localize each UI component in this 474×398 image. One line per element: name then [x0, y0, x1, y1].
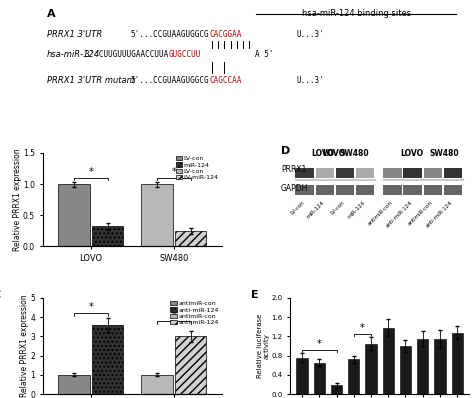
Text: antimiR-con: antimiR-con	[366, 199, 393, 226]
Text: LOVO: LOVO	[322, 149, 346, 158]
Bar	[400, 346, 411, 394]
Text: *: *	[172, 310, 176, 320]
Y-axis label: Relative PRRX1 expression: Relative PRRX1 expression	[12, 148, 21, 251]
Text: hsa-miR-124 binding sites: hsa-miR-124 binding sites	[301, 9, 411, 18]
Text: *: *	[89, 302, 93, 312]
Text: miR-124: miR-124	[306, 199, 326, 219]
Text: SW480: SW480	[429, 149, 459, 158]
Bar	[92, 325, 123, 394]
Bar	[58, 375, 90, 394]
Bar	[424, 185, 442, 195]
Text: LV-con: LV-con	[290, 199, 305, 216]
Bar	[175, 231, 206, 246]
Bar	[316, 185, 334, 195]
Text: antimiR-con: antimiR-con	[407, 199, 434, 226]
Text: *: *	[89, 167, 93, 177]
Bar	[444, 168, 462, 178]
Text: hsa-miR-124: hsa-miR-124	[47, 50, 100, 59]
Text: CACGGAA: CACGGAA	[209, 29, 241, 39]
Bar	[336, 185, 354, 195]
Bar	[295, 168, 314, 178]
Text: PRRX1 3'UTR mutant: PRRX1 3'UTR mutant	[47, 76, 135, 85]
Text: 5'...CCGUAAGUGGCG: 5'...CCGUAAGUGGCG	[130, 29, 209, 39]
Bar	[58, 184, 90, 246]
Bar	[295, 185, 314, 195]
Legend: LV-con, miR-124, LV-con, LV-miR-124: LV-con, miR-124, LV-con, LV-miR-124	[176, 156, 219, 180]
Bar	[452, 333, 463, 394]
Bar	[356, 168, 374, 178]
Bar	[356, 185, 374, 195]
Text: A: A	[47, 9, 55, 19]
Text: D: D	[281, 146, 290, 156]
Text: PRRX1 3'UTR: PRRX1 3'UTR	[47, 29, 102, 39]
Bar	[417, 339, 428, 394]
Text: SW480: SW480	[340, 149, 369, 158]
Bar	[434, 339, 446, 394]
Text: PRRX1: PRRX1	[281, 165, 306, 174]
Text: 5'...CCGUAAGUGGCG: 5'...CCGUAAGUGGCG	[130, 76, 209, 85]
Text: GAPDH: GAPDH	[281, 184, 309, 193]
Text: *: *	[172, 167, 176, 177]
Text: miR-124: miR-124	[346, 199, 366, 219]
Bar	[403, 185, 422, 195]
Bar	[296, 357, 308, 394]
Text: U...3': U...3'	[296, 29, 324, 39]
Bar	[424, 168, 442, 178]
Bar	[316, 168, 334, 178]
Y-axis label: Relative PRRX1 expression: Relative PRRX1 expression	[20, 295, 29, 397]
Text: LV-con: LV-con	[330, 199, 346, 216]
Bar	[92, 226, 123, 246]
Bar	[444, 185, 462, 195]
Legend: antimiR-con, anti-miR-124, antimiR-con, anti-miR-124: antimiR-con, anti-miR-124, antimiR-con, …	[170, 301, 219, 326]
Text: 3' CUUGUUUGAACCUUA: 3' CUUGUUUGAACCUUA	[85, 50, 169, 59]
Bar	[348, 359, 359, 394]
Text: CAGCCAA: CAGCCAA	[209, 76, 241, 85]
Text: anti-miR-124: anti-miR-124	[425, 199, 454, 228]
Y-axis label: Relative luciferase
activity: Relative luciferase activity	[257, 314, 270, 378]
Bar	[383, 185, 402, 195]
Bar	[141, 184, 173, 246]
Text: anti-miR-124: anti-miR-124	[385, 199, 413, 228]
Text: LOVO: LOVO	[311, 149, 335, 158]
Text: E: E	[251, 290, 258, 300]
Bar	[336, 168, 354, 178]
Bar	[331, 385, 342, 394]
Bar	[383, 168, 402, 178]
Bar	[365, 343, 377, 394]
Text: B: B	[0, 146, 1, 156]
Bar	[175, 336, 206, 394]
Bar	[383, 328, 394, 394]
Text: U...3': U...3'	[296, 76, 324, 85]
Text: *: *	[360, 323, 365, 333]
Bar	[403, 168, 422, 178]
Text: GUGCCUU: GUGCCUU	[169, 50, 201, 59]
Text: A 5': A 5'	[255, 50, 273, 59]
Bar	[141, 375, 173, 394]
Bar	[314, 363, 325, 394]
Text: LOVO: LOVO	[401, 149, 423, 158]
Text: *: *	[317, 339, 322, 349]
